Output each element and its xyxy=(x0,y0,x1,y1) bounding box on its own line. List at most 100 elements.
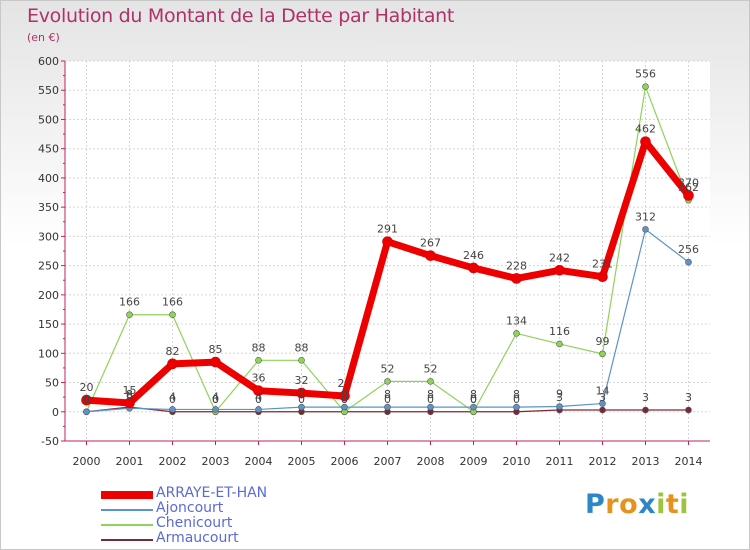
data-label: 32 xyxy=(295,374,309,387)
data-point xyxy=(642,226,649,233)
data-point xyxy=(296,387,307,399)
data-label: 370 xyxy=(678,176,699,189)
y-tick-label: 200 xyxy=(38,289,59,302)
x-tick-label: 2008 xyxy=(417,455,445,468)
data-point xyxy=(427,378,434,385)
grid xyxy=(65,60,710,442)
y-tick-label: 50 xyxy=(45,377,59,390)
data-point xyxy=(382,236,393,247)
data-label: 3 xyxy=(556,391,563,404)
data-point xyxy=(599,400,606,407)
data-label: 0 xyxy=(83,393,90,406)
chart-subtitle: (en €) xyxy=(27,31,60,44)
data-label: 36 xyxy=(252,372,266,385)
data-label: 88 xyxy=(295,341,309,354)
data-point xyxy=(212,406,219,413)
data-label: 8 xyxy=(384,388,391,401)
data-point xyxy=(511,273,522,284)
data-point xyxy=(253,385,264,397)
data-point xyxy=(599,406,606,414)
data-point xyxy=(384,403,391,411)
data-point xyxy=(640,136,651,147)
data-point xyxy=(685,258,692,266)
legend-swatch xyxy=(101,538,153,542)
data-label: 8 xyxy=(470,388,477,401)
x-tick-label: 2006 xyxy=(331,455,359,468)
x-tick-label: 2002 xyxy=(159,455,187,468)
data-point xyxy=(210,356,221,368)
data-label: 166 xyxy=(119,296,140,309)
data-label: 0 xyxy=(83,393,90,406)
data-label: 166 xyxy=(162,296,183,309)
data-label: 0 xyxy=(212,393,219,406)
legend-label: Ajoncourt xyxy=(156,500,224,516)
data-label: 462 xyxy=(635,123,656,136)
data-point xyxy=(169,406,176,413)
data-label: 0 xyxy=(513,393,520,406)
data-label: 8 xyxy=(126,388,133,401)
data-label: 6 xyxy=(126,389,133,402)
data-label: 256 xyxy=(678,243,699,256)
y-tick-label: -50 xyxy=(41,435,59,448)
data-point xyxy=(384,378,391,385)
legend-label: ARRAYE-ET-HAN xyxy=(156,485,268,501)
data-label: 134 xyxy=(506,314,527,327)
data-point xyxy=(425,250,436,261)
legend-swatch xyxy=(101,523,153,527)
data-point xyxy=(126,311,133,319)
legend-swatch xyxy=(101,508,153,512)
data-point xyxy=(513,330,520,337)
data-label: 246 xyxy=(463,249,484,262)
data-point xyxy=(83,408,90,416)
logo-letter: o xyxy=(619,489,639,520)
data-label: 0 xyxy=(384,393,391,406)
data-point xyxy=(470,403,477,411)
axes: -500501001502002503003504004505005506002… xyxy=(38,55,710,468)
logo-letter: P xyxy=(585,489,606,520)
data-label: 4 xyxy=(212,390,219,403)
x-tick-label: 2013 xyxy=(632,455,660,468)
data-label: 3 xyxy=(642,391,649,404)
data-label: 88 xyxy=(252,341,266,354)
data-point xyxy=(81,394,92,406)
data-label: 3 xyxy=(685,391,692,404)
proxiti-logo: Proxiti xyxy=(585,489,689,520)
data-point xyxy=(683,190,694,201)
y-tick-label: 0 xyxy=(52,406,59,419)
data-point xyxy=(468,262,479,274)
x-tick-label: 2009 xyxy=(460,455,488,468)
logo-letter: i xyxy=(679,489,690,520)
data-label: 291 xyxy=(377,223,398,236)
data-label: 0 xyxy=(470,393,477,406)
data-label: 0 xyxy=(212,393,219,406)
y-tick-label: 450 xyxy=(38,143,59,156)
data-point xyxy=(124,397,135,409)
data-label: 9 xyxy=(556,388,563,401)
data-point xyxy=(167,358,178,370)
data-label: 8 xyxy=(513,388,520,401)
data-label: 8 xyxy=(427,388,434,401)
data-point xyxy=(556,340,563,348)
x-tick-label: 2005 xyxy=(288,455,316,468)
y-tick-label: 150 xyxy=(38,318,59,331)
x-tick-label: 2014 xyxy=(675,455,703,468)
data-point xyxy=(597,271,608,283)
data-label: 231 xyxy=(592,258,613,271)
data-label: 20 xyxy=(80,381,94,394)
data-label: 3 xyxy=(599,391,606,404)
data-point xyxy=(554,264,565,276)
data-label: 312 xyxy=(635,210,656,223)
data-point xyxy=(255,406,262,413)
y-tick-label: 550 xyxy=(38,84,59,97)
data-label: 228 xyxy=(506,259,527,272)
data-label: 242 xyxy=(549,251,570,264)
logo-letter: t xyxy=(665,489,680,520)
data-point xyxy=(599,350,606,358)
data-point xyxy=(298,403,305,411)
data-label: 0 xyxy=(470,393,477,406)
chart-title: Evolution du Montant de la Dette par Hab… xyxy=(27,5,455,27)
data-label: 0 xyxy=(341,393,348,406)
